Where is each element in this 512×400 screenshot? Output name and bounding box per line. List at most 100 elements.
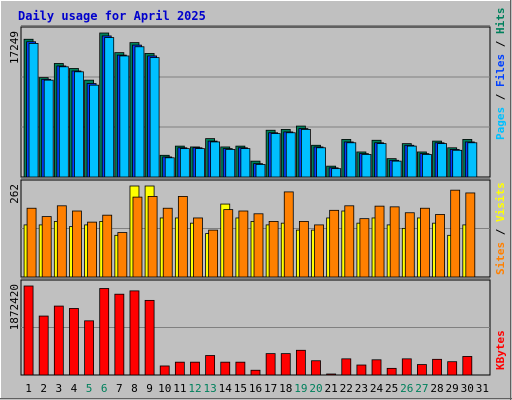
bar-pages-day-29 xyxy=(452,149,463,178)
day-label: 16 xyxy=(249,382,262,395)
bar-sites-day-13 xyxy=(208,229,219,278)
bar-pages-day-26 xyxy=(406,145,417,178)
bar-pages-day-16 xyxy=(255,164,266,178)
legend-label-3: KBytes xyxy=(494,330,507,370)
bar-pages-day-20 xyxy=(316,147,326,178)
day-label: 22 xyxy=(340,382,353,395)
day-labels: 1 2 3 4 5 6 7 8 9 10 11 12 13 14 15 16 17 18 19 20 21 22 23 24 2… xyxy=(25,382,489,395)
bar-pages-day-24 xyxy=(376,143,387,178)
day-label: 29 xyxy=(446,382,459,395)
bar-kbytes-day-25 xyxy=(386,367,397,376)
bar-kbytes-day-3 xyxy=(53,305,64,376)
bar-pages-day-23 xyxy=(361,154,372,178)
bar-pages-day-1 xyxy=(28,43,39,178)
bar-pages-day-22 xyxy=(346,142,357,178)
day-label: 5 xyxy=(86,382,93,395)
bar-kbytes-day-24 xyxy=(371,359,382,376)
bar-kbytes-day-5 xyxy=(84,320,94,376)
bar-kbytes-day-26 xyxy=(401,358,412,376)
day-label: 10 xyxy=(158,382,171,395)
bar-pages-day-27 xyxy=(422,154,432,178)
series-sites xyxy=(26,189,476,278)
bar-kbytes-day-19 xyxy=(295,349,306,376)
bar-kbytes-day-10 xyxy=(159,365,170,376)
bar-pages-day-25 xyxy=(391,160,402,178)
legend-part: Hits xyxy=(494,8,507,35)
day-label: 15 xyxy=(234,382,247,395)
bar-pages-day-4 xyxy=(74,71,84,178)
bar-sites-day-18 xyxy=(283,191,294,278)
bar-pages-day-21 xyxy=(331,168,342,178)
series-kbytes xyxy=(23,285,473,376)
ymax-label: 1872420 xyxy=(8,284,21,330)
day-label: 14 xyxy=(219,382,233,395)
bar-kbytes-day-22 xyxy=(341,358,352,376)
bar-kbytes-day-13 xyxy=(205,355,216,376)
bar-pages-day-3 xyxy=(58,66,69,178)
bar-sites-day-9 xyxy=(147,196,158,278)
bar-kbytes-day-4 xyxy=(69,308,79,376)
bar-sites-day-5 xyxy=(87,221,97,278)
day-label: 21 xyxy=(325,382,338,395)
bar-sites-day-19 xyxy=(298,221,309,278)
day-label: 7 xyxy=(116,382,123,395)
legend-label-2: Sites / Visits xyxy=(494,182,507,275)
bar-sites-day-23 xyxy=(359,218,370,278)
bar-sites-day-6 xyxy=(102,214,113,278)
day-label: 19 xyxy=(294,382,307,395)
bar-kbytes-day-21 xyxy=(326,373,337,376)
bar-pages-day-8 xyxy=(134,46,145,178)
bar-sites-day-24 xyxy=(374,205,385,278)
panel-1: 17249 xyxy=(8,25,491,178)
bar-kbytes-day-30 xyxy=(462,356,473,376)
chart-title: Daily usage for April 2025 xyxy=(18,9,206,23)
panel-3: 1872420 xyxy=(8,278,491,376)
legend-part: Visits xyxy=(494,182,507,222)
bar-pages-day-11 xyxy=(179,148,190,178)
legend-part: / xyxy=(494,222,507,242)
bar-kbytes-day-16 xyxy=(250,369,261,376)
bar-kbytes-day-7 xyxy=(114,293,125,376)
bar-kbytes-day-9 xyxy=(144,299,155,376)
bar-pages-day-6 xyxy=(104,37,115,178)
bar-kbytes-day-1 xyxy=(23,285,34,376)
bar-kbytes-day-28 xyxy=(432,358,442,376)
bar-sites-day-25 xyxy=(389,206,400,278)
bar-sites-day-17 xyxy=(268,221,279,278)
legend-part: Files xyxy=(494,54,507,87)
bar-sites-day-29 xyxy=(450,189,461,278)
bar-sites-day-3 xyxy=(56,205,67,278)
bar-kbytes-day-11 xyxy=(174,361,185,376)
bar-sites-day-4 xyxy=(72,210,82,278)
ymax-label: 262 xyxy=(8,184,21,204)
day-label: 30 xyxy=(461,382,474,395)
day-label: 3 xyxy=(56,382,63,395)
bar-pages-day-14 xyxy=(225,149,236,178)
bar-pages-day-30 xyxy=(467,142,478,178)
bar-kbytes-day-29 xyxy=(447,361,458,376)
day-label: 6 xyxy=(101,382,108,395)
day-label: 11 xyxy=(173,382,186,395)
bar-sites-day-11 xyxy=(177,196,188,278)
legend-labels: Pages / Files / Hits Sites / Visits KBytes xyxy=(494,8,507,371)
day-label: 27 xyxy=(415,382,428,395)
legend-part: Pages xyxy=(494,107,507,140)
day-label: 12 xyxy=(188,382,201,395)
bar-kbytes-day-27 xyxy=(417,364,427,376)
bar-sites-day-22 xyxy=(344,205,355,278)
bar-sites-day-26 xyxy=(404,212,415,278)
bar-sites-day-14 xyxy=(223,209,234,278)
legend-part: KBytes xyxy=(494,330,507,370)
bar-pages-day-10 xyxy=(164,157,175,178)
bar-pages-day-9 xyxy=(149,57,160,178)
bar-kbytes-day-14 xyxy=(220,361,231,376)
bar-pages-day-5 xyxy=(89,84,99,178)
bar-kbytes-day-20 xyxy=(311,360,321,376)
legend-part: Sites xyxy=(494,242,507,275)
legend-part: / xyxy=(494,34,507,54)
bar-pages-day-13 xyxy=(210,141,221,178)
bar-sites-day-27 xyxy=(420,207,430,278)
bar-pages-day-18 xyxy=(285,132,296,178)
day-label: 13 xyxy=(203,382,216,395)
day-label: 9 xyxy=(146,382,153,395)
